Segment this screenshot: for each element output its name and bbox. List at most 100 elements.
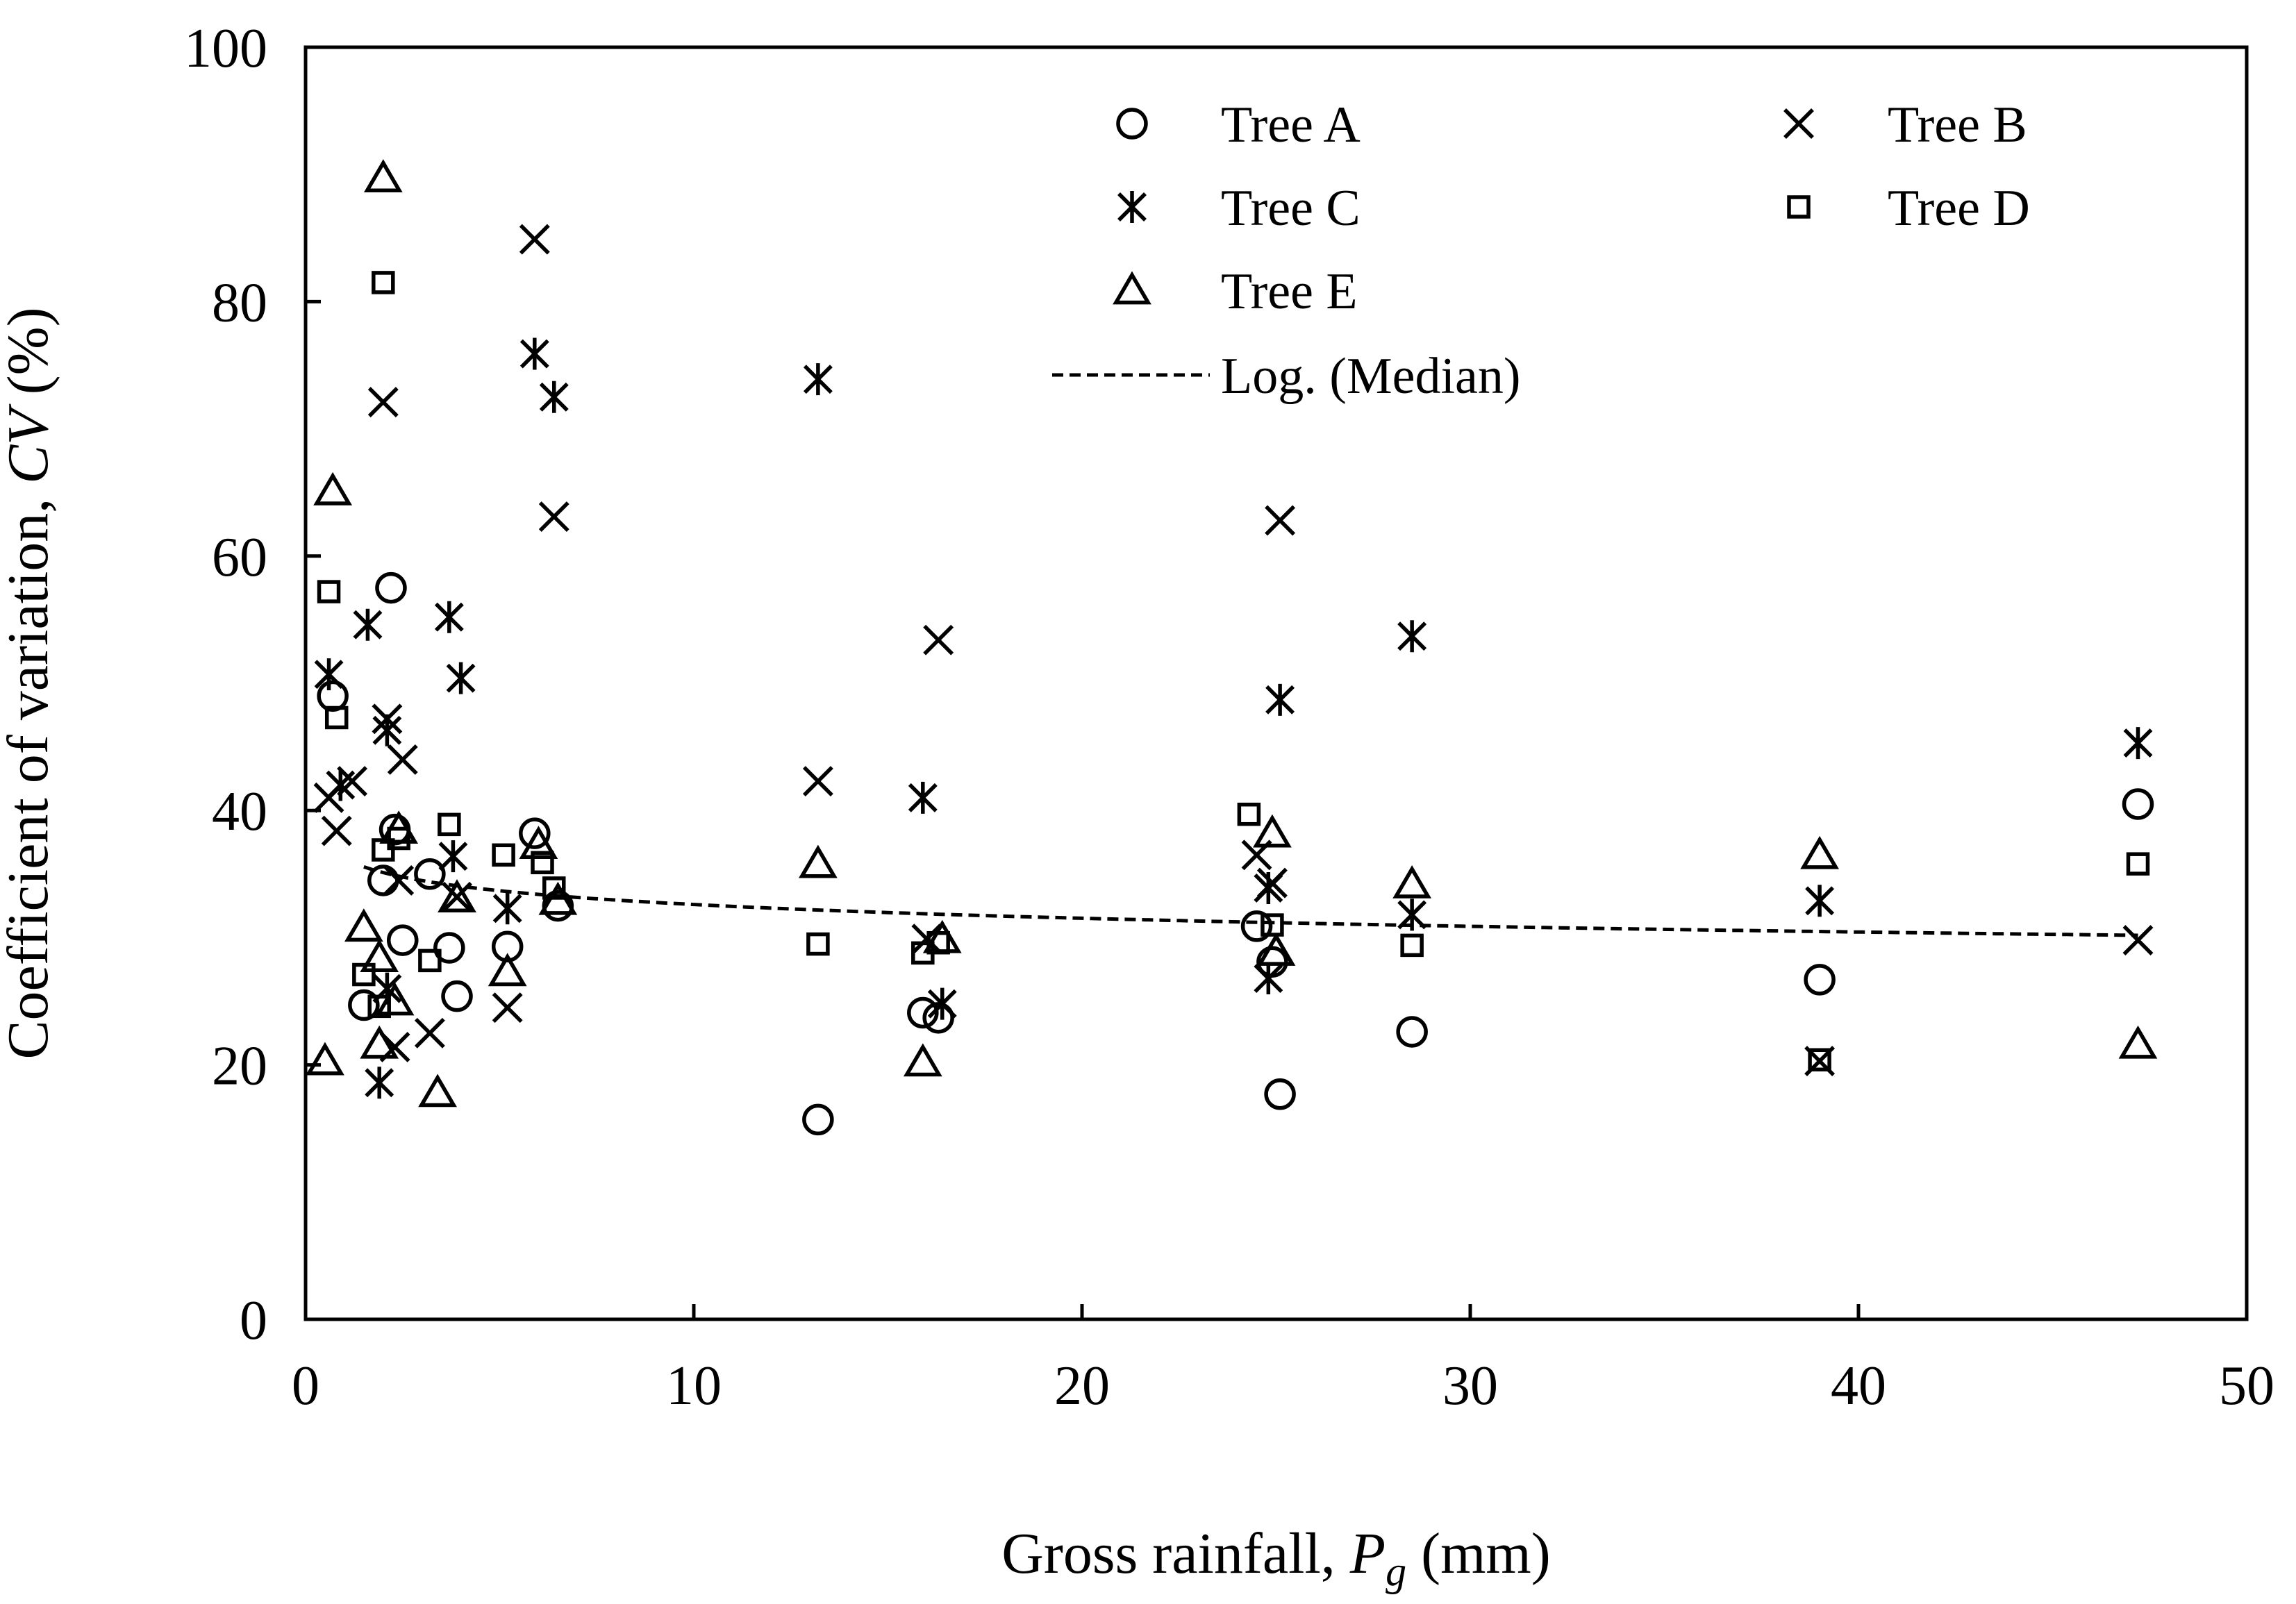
tree-a-point-15 [922,1002,954,1034]
tree-e-point-10 [438,879,476,912]
trend-line-median [363,865,2138,937]
legend-marker-tree-d [1787,195,1811,219]
legend-label-trend: Log. (Median) [1221,348,1521,405]
tree-a-point-3 [375,571,407,604]
tree-a-point-20 [1804,964,1836,996]
legend-label-tree-d: Tree D [1888,180,2030,237]
tree-a-point-1 [317,680,349,712]
series-tree-c [314,337,2153,1099]
plot-area-frame [303,45,2249,1321]
tree-b-point-12 [519,224,550,255]
tree-c-point-9 [438,840,468,873]
tree-a-point-19 [1396,1016,1428,1048]
tree-b-point-8 [383,865,415,896]
tree-d-point-20 [2126,852,2150,876]
tree-c-point-1 [314,658,344,691]
tree-e-point-20 [1800,835,1839,869]
tree-c-point-22 [2123,727,2153,760]
tree-d-point-9 [438,812,461,837]
tree-c-point-19 [1397,620,1427,653]
legend-item-trend: Log. (Median) [1052,348,1521,405]
tree-a-point-7 [414,858,446,890]
tree-b-point-21 [2122,925,2154,956]
tree-b-point-2 [321,815,352,846]
tree-d-point-1 [317,580,341,603]
legend-marker-tree-e [1113,271,1151,305]
tree-d-point-2 [324,705,349,730]
legend-item-tree-e: Tree E [1113,263,1358,320]
legend-item-tree-c: Tree C [1117,180,1361,237]
tree-b-point-9 [414,1017,445,1049]
tree-c-point-7 [434,601,464,633]
tree-b-point-7 [387,744,418,775]
tree-c-point-2 [326,769,356,801]
tree-e-point-14 [798,844,838,878]
legend-label-tree-c: Tree C [1221,180,1361,237]
tree-e-point-3 [344,908,383,942]
tree-a-point-21 [2122,788,2154,820]
tree-c-point-4 [365,1067,394,1099]
y-tick-label-60: 60 [212,527,267,588]
tree-c-point-21 [1805,885,1835,917]
tree-d-point-18 [1400,933,1424,958]
tree-d-point-10 [492,843,515,867]
tree-d-point-16 [1237,802,1261,826]
y-tick-label-0: 0 [240,1290,267,1351]
tree-d-point-7 [387,826,410,851]
tree-d-point-8 [418,949,442,973]
data-marks [306,159,2158,1136]
y-tick-label-100: 100 [184,18,267,79]
legend-marker-tree-b [1783,108,1814,139]
tree-c-point-16 [1254,962,1283,995]
tree-d-point-19 [1808,1048,1831,1072]
tree-c-point-17 [1265,683,1295,716]
tree-e-point-2 [313,471,353,506]
tree-b-point-16 [911,924,942,955]
legend-label-tree-a: Tree A [1221,97,1361,153]
tree-d-point-17 [1261,913,1284,937]
tree-e-point-1 [306,1042,344,1076]
tree-a-point-18 [1264,1078,1296,1110]
tree-d-point-3 [352,962,376,987]
legend-item-tree-d: Tree D [1787,180,2030,237]
legend-label-tree-b: Tree B [1888,97,2027,153]
tree-c-point-5 [372,714,402,746]
tree-b-point-18 [1265,505,1296,536]
tree-e-point-8 [379,810,419,844]
tree-c-point-11 [519,337,549,370]
x-tick-label-50: 50 [2219,1355,2274,1417]
x-tick-label-40: 40 [1831,1355,1886,1417]
tree-e-point-15 [903,1043,942,1077]
tree-a-point-6 [348,989,380,1021]
x-tick-label-10: 10 [666,1355,722,1417]
tree-d-point-11 [531,851,554,875]
tree-e-point-6 [360,1025,399,1059]
tree-e-point-19 [1392,865,1432,899]
tree-d-point-13 [806,932,830,956]
y-tick-label-20: 20 [212,1036,267,1097]
tree-a-point-5 [387,924,419,956]
tree-c-point-15 [927,987,957,1020]
legend: Tree A Tree B Tree C Tree D Tree E Log. (Medi… [1052,97,2030,405]
tree-e-point-17 [1253,814,1292,848]
tree-b-point-13 [538,501,569,532]
legend-marker-tree-a [1116,108,1148,140]
legend-label-tree-e: Tree E [1221,263,1358,320]
tree-e-point-4 [360,939,399,973]
axis-ticks: 0 10 20 30 40 50 0 20 40 60 80 100 [184,18,2274,1417]
tree-a-point-14 [907,996,939,1029]
tree-b-point-15 [923,624,954,655]
tree-e-point-12 [519,826,558,860]
series-tree-b [313,224,2154,1077]
tree-c-point-13 [803,363,833,396]
tree-a-point-11 [519,817,551,849]
y-tick-label-80: 80 [212,272,267,333]
tree-b-point-14 [802,766,833,797]
tree-e-point-11 [488,953,527,987]
tree-e-point-5 [363,159,403,193]
legend-item-tree-a: Tree A [1116,97,1361,153]
axis-titles: Gross rainfall, Pg (mm) Coefficient of va… [0,307,1551,1594]
tree-a-point-16 [1240,910,1273,942]
